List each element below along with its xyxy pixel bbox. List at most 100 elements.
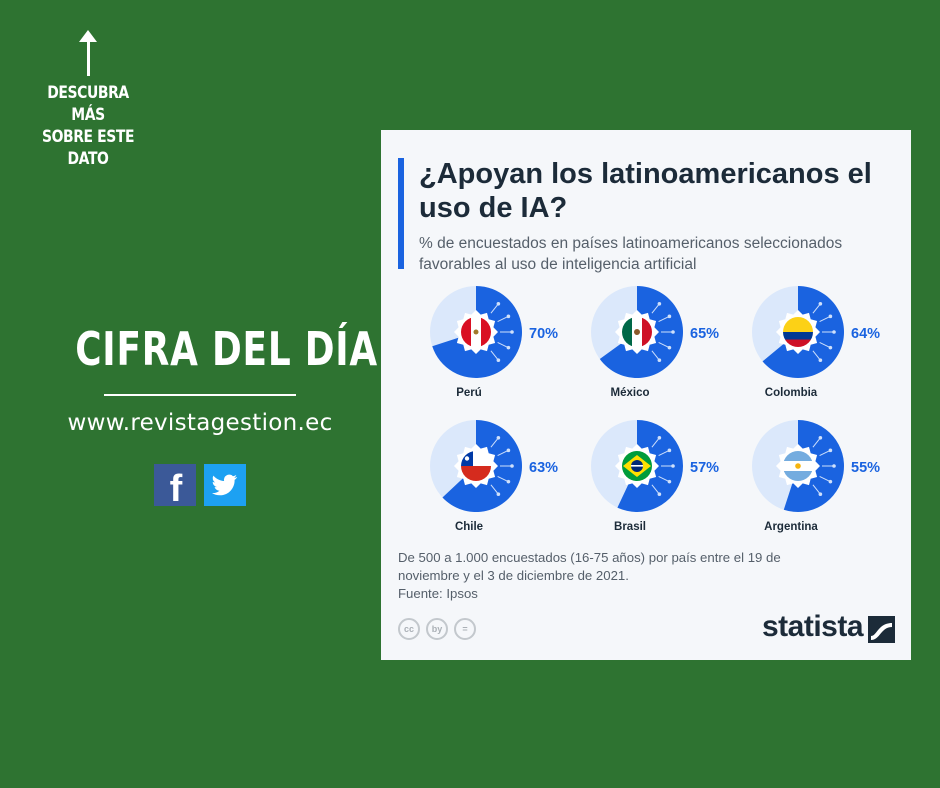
divider (104, 394, 296, 396)
circuit-line (497, 315, 509, 323)
facebook-glyph: f (170, 468, 183, 506)
brasil-flag-icon (622, 451, 652, 481)
circuit-line (819, 315, 831, 323)
circuit-line (658, 341, 670, 349)
value-label: 55% (851, 460, 880, 476)
statista-logo-text[interactable]: statista (762, 610, 864, 643)
circuit-line (658, 475, 670, 483)
title-accent-bar (398, 158, 404, 269)
circuit-node (667, 314, 672, 319)
donut-argentina: 55% Argentina (752, 420, 880, 533)
source-note: Fuente: Ipsos (398, 586, 478, 601)
circuit-line (497, 449, 509, 457)
circuit-line (490, 303, 499, 314)
value-label: 70% (529, 326, 558, 342)
circuit-node (506, 479, 511, 484)
twitter-icon[interactable] (204, 464, 246, 506)
circuit-node (667, 448, 672, 453)
circuit-line (651, 437, 660, 448)
circuit-line (497, 341, 509, 349)
circuit-line (812, 484, 821, 495)
donut-brasil: 57% Brasil (591, 420, 719, 533)
survey-note: De 500 a 1.000 encuestados (16-75 años) … (398, 550, 781, 583)
circuit-line (812, 350, 821, 361)
circuit-node (818, 492, 823, 496)
circuit-node (828, 448, 833, 453)
circuit-line (819, 449, 831, 457)
circuit-node (667, 345, 672, 350)
circuit-node (671, 330, 675, 334)
circuit-line (819, 341, 831, 349)
country-label: Perú (456, 387, 482, 399)
circuit-node (657, 492, 662, 496)
infographic-card: ¿Apoyan los latinoamericanos el uso de I… (381, 130, 911, 660)
circuit-node (506, 314, 511, 319)
circuit-line (651, 303, 660, 314)
circuit-node (510, 330, 514, 334)
circuit-node (506, 448, 511, 453)
circuit-line (812, 437, 821, 448)
donut-charts: 70% Perú 65% México 64% Colombia 63% Chile 57% Br… (430, 286, 880, 533)
circuit-line (651, 484, 660, 495)
country-label: Colombia (765, 387, 818, 399)
circuit-node (506, 345, 511, 350)
circuit-line (658, 449, 670, 457)
circuit-line (490, 484, 499, 495)
value-label: 64% (851, 326, 880, 342)
arrow-up-icon (78, 30, 98, 76)
argentina-flag-icon (783, 451, 813, 481)
country-label: México (611, 387, 650, 399)
peru-flag-icon (461, 317, 491, 347)
value-label: 57% (690, 460, 719, 476)
country-label: Argentina (764, 521, 818, 533)
circuit-node (828, 479, 833, 484)
circuit-line (651, 350, 660, 361)
circuit-node (832, 330, 836, 334)
circuit-node (667, 479, 672, 484)
mexico-flag-icon (622, 317, 652, 347)
website-link[interactable]: www.revistagestion.ec (67, 410, 333, 436)
circuit-node (818, 358, 823, 362)
circuit-node (496, 492, 501, 496)
discover-more-text: DESCUBRA MÁS SOBRE ESTE DATO (41, 83, 135, 169)
circuit-node (832, 464, 836, 468)
circuit-line (812, 303, 821, 314)
facebook-icon[interactable]: f (154, 464, 196, 506)
circuit-line (819, 475, 831, 483)
value-label: 65% (690, 326, 719, 342)
circuit-line (497, 475, 509, 483)
circuit-node (496, 302, 501, 306)
circuit-node (828, 345, 833, 350)
chart-subtitle: % de encuestados en países latinoamerica… (419, 235, 843, 273)
circuit-node (818, 436, 823, 440)
license-icons: cc by = (398, 618, 476, 640)
circuit-node (657, 358, 662, 362)
circuit-node (510, 464, 514, 468)
chile-flag-icon (461, 451, 491, 481)
circuit-node (496, 436, 501, 440)
discover-more-callout[interactable]: DESCUBRA MÁS SOBRE ESTE DATO (18, 30, 158, 170)
donut-colombia: 64% Colombia (752, 286, 880, 399)
circuit-node (496, 358, 501, 362)
donut-chile: 63% Chile (430, 420, 558, 533)
attribution-icon: by (426, 618, 448, 640)
social-links: f (154, 464, 246, 506)
circuit-line (658, 315, 670, 323)
hero-title: CIFRA DEL DÍA (75, 322, 378, 376)
circuit-node (657, 302, 662, 306)
colombia-flag-icon (783, 317, 813, 347)
circuit-line (490, 350, 499, 361)
chart-title: ¿Apoyan los latinoamericanos el uso de I… (419, 158, 872, 224)
value-label: 63% (529, 460, 558, 476)
statista-logo-icon (868, 616, 895, 643)
donut-mexico: 65% México (591, 286, 719, 399)
donut-peru: 70% Perú (430, 286, 558, 399)
no-derivatives-icon: = (454, 618, 476, 640)
circuit-node (818, 302, 823, 306)
cc-icon: cc (398, 618, 420, 640)
country-label: Chile (455, 521, 483, 533)
circuit-node (828, 314, 833, 319)
circuit-node (657, 436, 662, 440)
country-label: Brasil (614, 521, 646, 533)
circuit-node (671, 464, 675, 468)
